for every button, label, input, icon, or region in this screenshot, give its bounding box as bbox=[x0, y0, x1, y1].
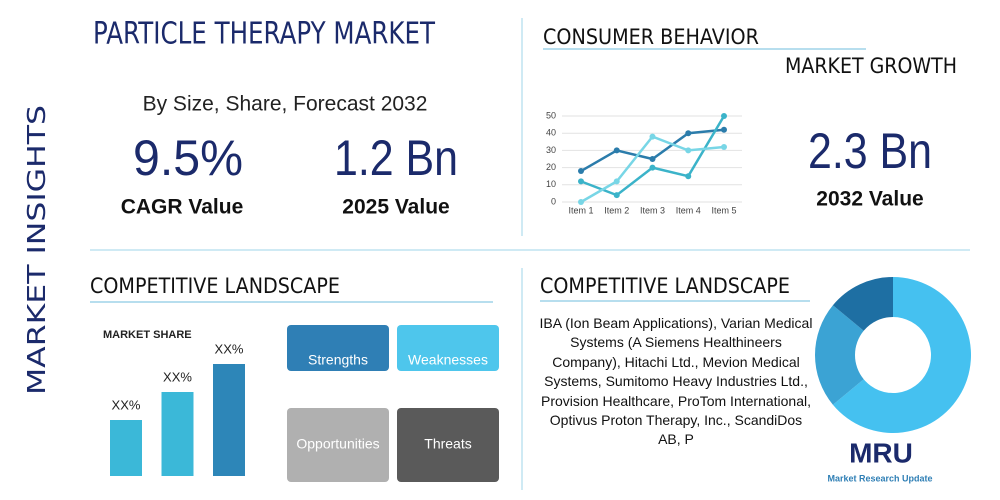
chart-title: MARKET SHARE bbox=[103, 329, 192, 341]
bar bbox=[161, 392, 194, 476]
y-tick-label: 50 bbox=[546, 110, 556, 120]
bar bbox=[213, 364, 245, 476]
point bbox=[649, 133, 656, 140]
point bbox=[649, 156, 656, 162]
point bbox=[578, 168, 584, 175]
point bbox=[721, 113, 727, 119]
point bbox=[685, 147, 692, 154]
y-tick-label: 30 bbox=[546, 145, 556, 155]
stat-value: 1.2 Bn bbox=[334, 130, 458, 186]
bar bbox=[110, 420, 142, 476]
swot-box bbox=[397, 408, 499, 482]
point bbox=[649, 164, 656, 171]
subtitle: By Size, Share, Forecast 2032 bbox=[143, 93, 428, 116]
swot-label: Weaknesses bbox=[408, 352, 488, 368]
donut-segment bbox=[832, 277, 971, 433]
x-tick-label: Item 4 bbox=[676, 205, 701, 215]
section-title: COMPETITIVE LANDSCAPE bbox=[90, 274, 340, 298]
point bbox=[685, 130, 692, 137]
y-tick-label: 10 bbox=[546, 179, 556, 189]
stat-label: 2032 Value bbox=[816, 188, 923, 211]
x-tick-label: Item 2 bbox=[604, 205, 629, 215]
data-label: XX% bbox=[163, 369, 192, 384]
logo-name: Market Research Update bbox=[827, 473, 932, 483]
point bbox=[613, 178, 620, 185]
title: PARTICLE THERAPY MARKET bbox=[93, 17, 436, 52]
y-tick-label: 20 bbox=[546, 162, 556, 172]
swot-box bbox=[397, 325, 499, 371]
point bbox=[721, 143, 727, 150]
swot-label: Threats bbox=[424, 436, 471, 452]
donut-segment bbox=[815, 305, 864, 405]
stat-value: 9.5% bbox=[133, 130, 243, 186]
sidebar: MARKET INSIGHTS bbox=[22, 105, 51, 395]
line bbox=[580, 115, 726, 197]
y-tick-label: 0 bbox=[551, 196, 556, 206]
logo-mark: MRU bbox=[849, 437, 913, 468]
point bbox=[721, 126, 727, 133]
y-tick-label: 40 bbox=[546, 128, 556, 138]
data-label: XX% bbox=[215, 341, 244, 356]
point bbox=[613, 147, 620, 154]
point bbox=[578, 199, 584, 205]
swot-label: Opportunities bbox=[296, 436, 379, 452]
stat-label: 2025 Value bbox=[342, 196, 449, 219]
section-title: CONSUMER BEHAVIOR bbox=[543, 25, 759, 49]
point bbox=[578, 178, 584, 185]
section-subtitle: MARKET GROWTH bbox=[785, 54, 957, 78]
x-tick-label: Item 5 bbox=[711, 205, 736, 215]
section-title: COMPETITIVE LANDSCAPE bbox=[540, 274, 790, 298]
point bbox=[685, 173, 692, 180]
data-label: XX% bbox=[112, 397, 141, 412]
swot-label: Strengths bbox=[308, 352, 368, 368]
x-tick-label: Item 3 bbox=[640, 205, 665, 215]
stat-label: CAGR Value bbox=[121, 196, 244, 219]
swot-box bbox=[287, 325, 389, 371]
donut-segment bbox=[832, 277, 893, 331]
point bbox=[613, 192, 620, 199]
x-tick-label: Item 1 bbox=[568, 205, 593, 215]
swot-box bbox=[287, 408, 389, 482]
stat-value: 2.3 Bn bbox=[808, 123, 932, 179]
company-list: IBA (Ion Beam Applications), Varian Medi… bbox=[539, 315, 813, 448]
